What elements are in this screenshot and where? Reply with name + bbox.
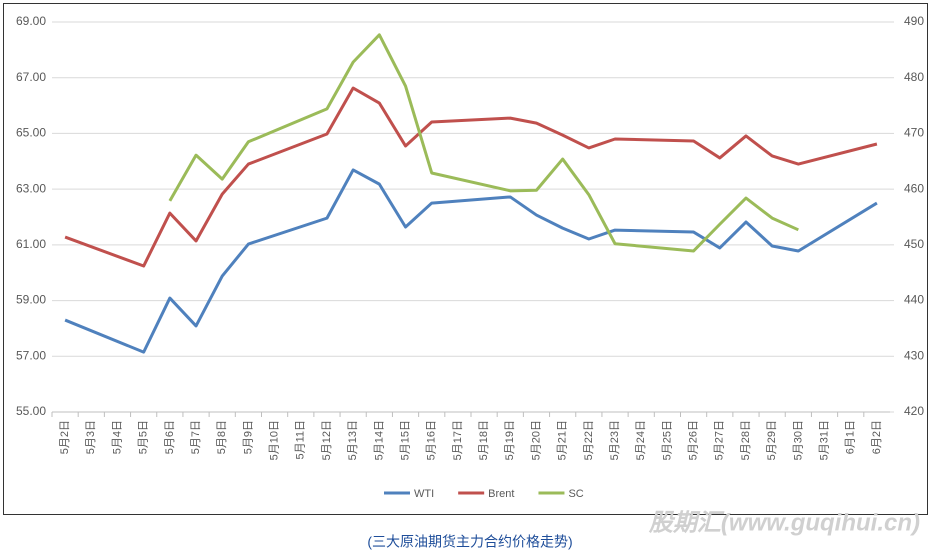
x-tick-label: 5月26日 — [688, 420, 700, 460]
line-series — [168, 33, 799, 253]
legend-label: SC — [568, 488, 583, 500]
x-tick-label: 5月2日 — [59, 420, 71, 454]
x-tick-label: 6月2日 — [871, 420, 883, 454]
x-tick-label: 6月1日 — [845, 420, 857, 454]
watermark: 股期汇(www.guqihui.cn) — [648, 509, 920, 536]
x-tick-label: 5月5日 — [138, 420, 150, 454]
x-tick-label: 5月13日 — [347, 420, 359, 460]
x-tick-label: 5月8日 — [216, 420, 228, 454]
y2-tick-label: 460 — [904, 181, 924, 195]
x-tick-label: 5月21日 — [557, 420, 569, 460]
x-tick-label: 5月22日 — [583, 420, 595, 460]
x-tick-label: 5月23日 — [609, 420, 621, 460]
y-tick-label: 61.00 — [16, 237, 46, 251]
y2-tick-label: 480 — [904, 70, 924, 84]
x-tick-label: 5月6日 — [164, 420, 176, 454]
legend-label: Brent — [488, 488, 514, 500]
x-tick-label: 5月10日 — [269, 420, 281, 460]
y2-tick-label: 470 — [904, 126, 924, 140]
legend-label: WTI — [414, 488, 434, 500]
x-tick-label: 5月27日 — [714, 420, 726, 460]
line-series — [64, 168, 878, 354]
y-tick-label: 63.00 — [16, 181, 46, 195]
x-tick-label: 5月12日 — [321, 420, 333, 460]
x-tick-label: 5月28日 — [740, 420, 752, 460]
y-tick-label: 67.00 — [16, 70, 46, 84]
y2-tick-label: 490 — [904, 14, 924, 28]
x-tick-label: 5月19日 — [504, 420, 516, 460]
line-series — [64, 86, 878, 268]
y2-tick-label: 420 — [904, 404, 924, 418]
x-tick-label: 5月15日 — [399, 420, 411, 460]
x-tick-label: 5月24日 — [635, 420, 647, 460]
x-tick-label: 5月20日 — [530, 420, 542, 460]
y-tick-label: 65.00 — [16, 126, 46, 140]
x-tick-label: 5月16日 — [426, 420, 438, 460]
x-tick-label: 5月14日 — [373, 420, 385, 460]
caption: (三大原油期货主力合约价格走势) — [367, 534, 572, 550]
y2-tick-label: 450 — [904, 237, 924, 251]
x-tick-label: 5月25日 — [661, 420, 673, 460]
y-tick-label: 59.00 — [16, 293, 46, 307]
y-tick-label: 55.00 — [16, 404, 46, 418]
y-tick-label: 69.00 — [16, 14, 46, 28]
y2-tick-label: 430 — [904, 348, 924, 362]
x-tick-label: 5月4日 — [111, 420, 123, 454]
x-tick-label: 5月29日 — [766, 420, 778, 460]
y2-tick-label: 440 — [904, 293, 924, 307]
x-tick-label: 5月17日 — [452, 420, 464, 460]
y-tick-label: 57.00 — [16, 348, 46, 362]
x-tick-label: 5月18日 — [478, 420, 490, 460]
chart-border — [3, 3, 928, 515]
x-tick-label: 5月3日 — [85, 420, 97, 454]
x-tick-label: 5月7日 — [190, 420, 202, 454]
x-tick-label: 5月30日 — [792, 420, 804, 460]
x-tick-label: 5月11日 — [295, 420, 307, 460]
x-tick-label: 5月9日 — [242, 420, 254, 454]
x-tick-label: 5月31日 — [818, 420, 830, 460]
